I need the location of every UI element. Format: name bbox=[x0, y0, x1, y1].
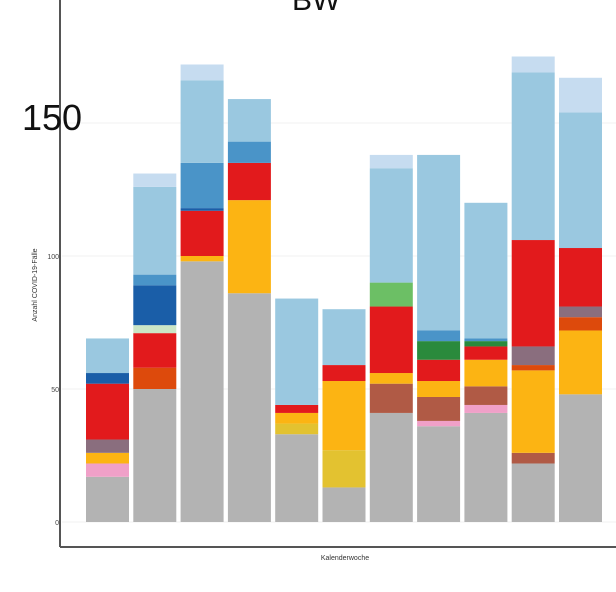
bar-segment bbox=[464, 386, 508, 405]
bar-segment bbox=[369, 306, 413, 374]
bar-segment bbox=[86, 476, 129, 522]
bar-segment bbox=[322, 450, 366, 488]
bar-segment bbox=[227, 162, 271, 201]
bar-segment bbox=[180, 208, 224, 211]
bar-segment bbox=[464, 404, 508, 413]
x-axis-title: Kalenderwoche bbox=[321, 555, 369, 562]
bar-segment bbox=[86, 452, 129, 464]
bar-segment bbox=[417, 426, 461, 522]
bar-segment bbox=[464, 341, 508, 347]
bar-segment bbox=[559, 394, 602, 522]
y-tick-label: 100 bbox=[47, 254, 59, 261]
bar-segment bbox=[369, 412, 413, 522]
y-tick-label: 50 bbox=[51, 387, 59, 394]
bar-segment bbox=[464, 346, 508, 360]
bar-segment bbox=[133, 285, 177, 326]
bar-segment bbox=[559, 248, 602, 307]
bar-segment bbox=[369, 282, 413, 307]
bar-segment bbox=[464, 202, 508, 339]
bar-segment bbox=[275, 434, 319, 522]
y-axis-title: Anzahl COVID-19-Fälle bbox=[32, 248, 39, 321]
bar-segment bbox=[86, 338, 129, 374]
bar-segment bbox=[227, 141, 271, 163]
bar-segment bbox=[322, 381, 366, 451]
bar-segment bbox=[464, 338, 508, 342]
bar-segment bbox=[133, 367, 177, 389]
bar-segment bbox=[464, 412, 508, 522]
bar-segment bbox=[417, 330, 461, 342]
bar-segment bbox=[275, 404, 319, 413]
bar-segment bbox=[180, 64, 224, 81]
bar-segment bbox=[417, 154, 461, 331]
bar-segment bbox=[559, 112, 602, 249]
bar-segment bbox=[417, 396, 461, 421]
bar-segment bbox=[417, 381, 461, 397]
bar-segment bbox=[511, 452, 555, 464]
bar-segment bbox=[86, 383, 129, 440]
bar-segment bbox=[369, 383, 413, 413]
bar-segment bbox=[133, 333, 177, 368]
bar-segment bbox=[180, 80, 224, 163]
bar-segment bbox=[180, 256, 224, 262]
bar-segment bbox=[180, 210, 224, 256]
bar-segment bbox=[511, 56, 555, 73]
bar-segment bbox=[559, 317, 602, 331]
bar-segment bbox=[559, 77, 602, 113]
bar-segment bbox=[511, 370, 555, 453]
bar-segment bbox=[559, 330, 602, 395]
bar-segment bbox=[322, 365, 366, 382]
bar-segment bbox=[417, 420, 461, 427]
bar-segment bbox=[511, 72, 555, 241]
bar-segment bbox=[464, 359, 508, 387]
bar-segment bbox=[133, 389, 177, 522]
bar-segment bbox=[511, 463, 555, 522]
y-tick-label: 0 bbox=[55, 520, 59, 527]
bar-segment bbox=[511, 346, 555, 366]
y-tick-label-large: 150 bbox=[22, 97, 82, 138]
chart-title: BW bbox=[292, 0, 341, 17]
bar-segment bbox=[417, 341, 461, 360]
bar-segment bbox=[180, 162, 224, 209]
bar-segment bbox=[559, 306, 602, 318]
bar-segment bbox=[275, 298, 319, 405]
bar-segment bbox=[322, 487, 366, 522]
bar-segment bbox=[369, 373, 413, 384]
bar-segment bbox=[417, 359, 461, 382]
bar-segment bbox=[227, 200, 271, 294]
bar-segment bbox=[369, 154, 413, 169]
bar-segment bbox=[133, 325, 177, 334]
bar-segment bbox=[133, 274, 177, 286]
bar-segment bbox=[275, 423, 319, 435]
bar-segment bbox=[511, 240, 555, 347]
bar-segment bbox=[511, 365, 555, 371]
bar-segment bbox=[86, 373, 129, 384]
bar-segment bbox=[180, 261, 224, 522]
bar-segment bbox=[322, 309, 366, 366]
bar-segment bbox=[133, 186, 177, 275]
bar-segment bbox=[86, 439, 129, 453]
bar-segment bbox=[133, 173, 177, 187]
bar-segment bbox=[275, 412, 319, 424]
bar-segment bbox=[86, 463, 129, 477]
bar-segment bbox=[369, 168, 413, 283]
bar-segment bbox=[227, 99, 271, 142]
bar-segment bbox=[227, 293, 271, 522]
